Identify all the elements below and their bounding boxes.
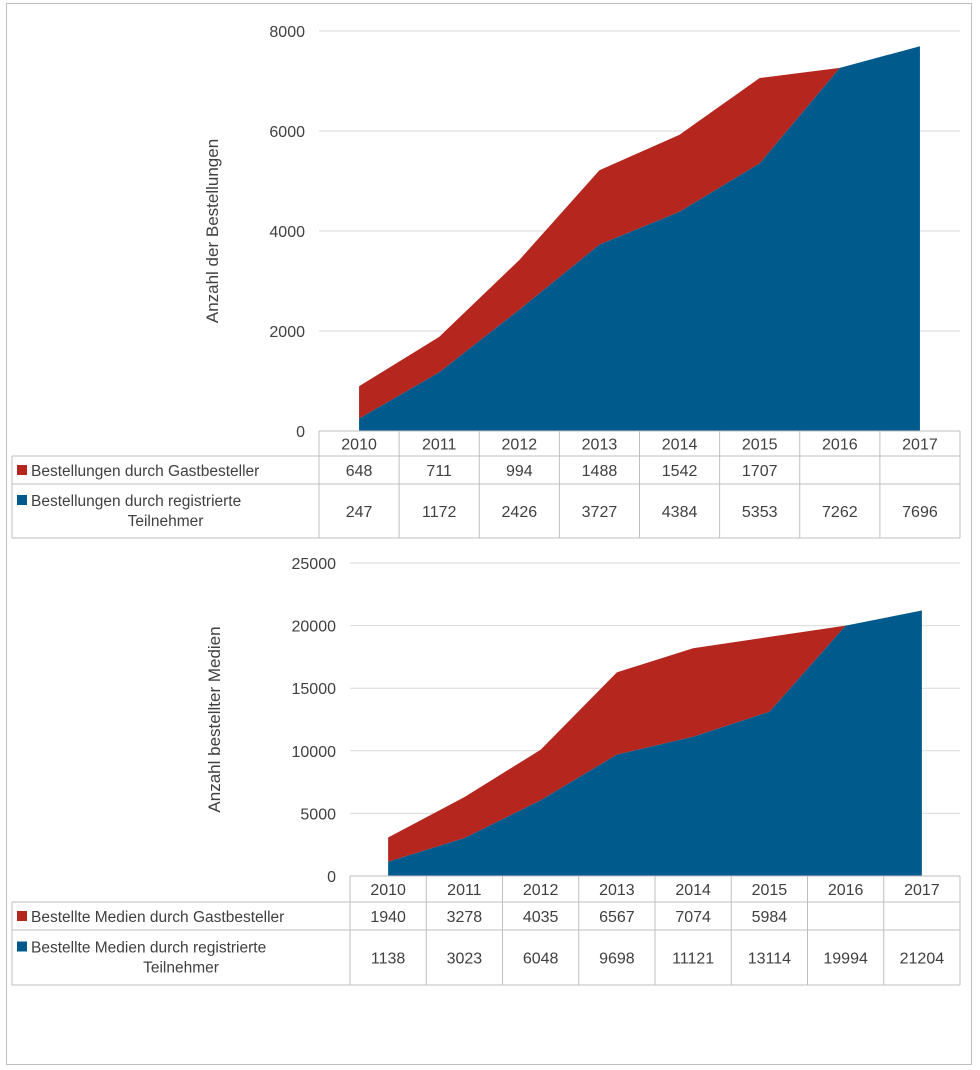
data-label-guest: 1542 xyxy=(662,463,698,480)
data-label-guest: 994 xyxy=(506,463,533,480)
legend-swatch-registered xyxy=(17,495,27,505)
data-label-registered: 5353 xyxy=(742,504,778,521)
x-tick-label: 2015 xyxy=(742,437,778,454)
x-tick-label: 2016 xyxy=(828,882,864,899)
data-label-registered: 2426 xyxy=(502,504,538,521)
y-tick-label: 4000 xyxy=(269,224,305,241)
data-label-guest: 1707 xyxy=(742,463,778,480)
legend-label-guest: Bestellte Medien durch Gastbesteller xyxy=(31,909,284,926)
data-label-registered: 1172 xyxy=(422,504,457,521)
data-label-registered: 247 xyxy=(346,504,373,521)
x-tick-label: 2013 xyxy=(599,882,635,899)
data-label-guest: 711 xyxy=(426,463,452,480)
media-chart: 0 5000 10000 15000 20000 25000 Anzahl bestellt… xyxy=(11,556,961,986)
y-tick-label: 8000 xyxy=(269,24,305,41)
y-tick-label: 15000 xyxy=(292,681,337,698)
x-tick-label: 2011 xyxy=(422,437,457,454)
data-label-registered: 9698 xyxy=(599,951,635,968)
x-tick-label: 2014 xyxy=(662,437,698,454)
data-label-registered: 3023 xyxy=(447,951,483,968)
data-label-registered: 19994 xyxy=(823,951,868,968)
x-tick-label: 2017 xyxy=(904,882,940,899)
x-tick-label: 2014 xyxy=(675,882,711,899)
y-axis-title: Anzahl der Bestellungen xyxy=(203,139,222,323)
legend-swatch-registered xyxy=(17,941,27,952)
y-tick-label: 10000 xyxy=(292,744,337,761)
x-tick-label: 2010 xyxy=(370,882,406,899)
x-tick-label: 2016 xyxy=(822,437,858,454)
figure-frame xyxy=(6,3,972,1065)
y-tick-label: 5000 xyxy=(300,806,336,823)
x-tick-label: 2017 xyxy=(902,437,938,454)
data-label-registered: 6048 xyxy=(523,951,559,968)
data-label-guest: 7074 xyxy=(675,909,711,926)
data-label-guest: 1488 xyxy=(582,463,618,480)
legend-label-registered-line2: Teilnehmer xyxy=(143,960,219,977)
data-label-guest: 4035 xyxy=(523,909,559,926)
data-label-registered: 4384 xyxy=(662,504,698,521)
x-tick-label: 2012 xyxy=(523,882,559,899)
data-label-registered: 7262 xyxy=(822,504,858,521)
data-label-registered: 21204 xyxy=(900,951,945,968)
orders-chart: 0 2000 4000 6000 8000 Anzahl der Bestellungen… xyxy=(11,24,961,539)
area-registered xyxy=(388,610,922,876)
data-label-registered: 1138 xyxy=(371,951,406,968)
data-label-registered: 13114 xyxy=(748,951,791,968)
legend-label-guest: Bestellungen durch Gastbesteller xyxy=(31,463,259,480)
data-label-registered: 7696 xyxy=(902,504,938,521)
legend-label-registered-line1: Bestellungen durch registrierte xyxy=(31,493,241,510)
y-tick-label: 2000 xyxy=(269,324,305,341)
data-label-guest: 1940 xyxy=(370,909,406,926)
data-label-guest: 648 xyxy=(346,463,373,480)
x-tick-label: 2013 xyxy=(582,437,618,454)
legend-label-registered-line1: Bestellte Medien durch registrierte xyxy=(31,940,266,957)
y-tick-label: 20000 xyxy=(292,619,337,636)
legend-swatch-guest xyxy=(17,465,27,475)
x-tick-label: 2012 xyxy=(502,437,538,454)
data-label-registered: 3727 xyxy=(582,504,618,521)
legend-swatch-guest xyxy=(17,911,27,921)
y-tick-label: 25000 xyxy=(292,556,337,573)
y-tick-label: 0 xyxy=(296,424,305,441)
data-label-guest: 3278 xyxy=(447,909,483,926)
area-bestellungen-durch-gastbesteller xyxy=(359,46,920,419)
x-tick-label: 2011 xyxy=(447,882,482,899)
area-bestellte-medien-durch-gastbesteller xyxy=(388,610,922,862)
y-tick-label: 0 xyxy=(327,869,336,886)
data-label-guest: 6567 xyxy=(599,909,635,926)
y-tick-label: 6000 xyxy=(269,124,305,141)
legend-label-registered-line2: Teilnehmer xyxy=(128,513,204,530)
area-registered xyxy=(359,46,920,431)
data-label-guest: 5984 xyxy=(752,909,788,926)
y-axis-title: Anzahl bestellter Medien xyxy=(205,626,224,812)
data-label-registered: 11121 xyxy=(672,951,714,968)
x-tick-label: 2015 xyxy=(752,882,788,899)
x-tick-label: 2010 xyxy=(341,437,377,454)
